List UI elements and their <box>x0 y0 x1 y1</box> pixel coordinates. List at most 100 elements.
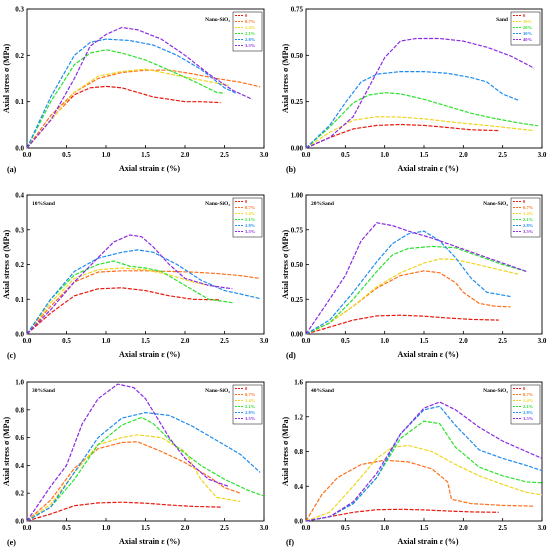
legend-entry: 30% <box>523 31 533 36</box>
series-line-2.8% <box>26 411 261 522</box>
legend-entry: 1.4% <box>245 211 256 216</box>
chart-panel-3: 0.0 0.5 1.0 1.5 2.0 2.5 3.0 0.0 0.1 0.2 0.3 0.4 Axia… <box>2 192 269 361</box>
y-axis-label: Axial stress σ (MPa) <box>281 230 290 300</box>
x-tick-label: 1.5 <box>141 151 150 159</box>
legend-entry: 1.4% <box>245 25 256 30</box>
series-line-0 <box>305 314 499 335</box>
annotation-nano: Nano-SiO₂ <box>483 201 508 207</box>
legend-entry: 1.4% <box>523 398 534 403</box>
y-tick-label: 0.3 <box>15 226 24 234</box>
legend-entry: 10% <box>523 19 533 24</box>
y-tick-label: 0.0 <box>294 518 303 526</box>
y-tick-label: 0.75 <box>291 226 304 234</box>
legend: 010%20%30%40% <box>510 11 541 46</box>
x-tick-label: 1.0 <box>380 151 389 159</box>
series-line-0 <box>305 123 499 149</box>
x-tick-label: 2.5 <box>498 337 507 345</box>
series-line-2.8% <box>305 230 511 335</box>
annotation-sand: 40%Sand <box>311 388 334 394</box>
x-tick-label: 3.0 <box>538 337 547 345</box>
series-line-2.1% <box>26 260 233 335</box>
y-tick-label: 0.4 <box>294 483 303 491</box>
legend-entry: 3.5% <box>245 43 256 48</box>
plot-frame <box>26 8 265 149</box>
x-tick-label: 1.5 <box>420 337 429 345</box>
x-tick-label: 2.0 <box>181 524 190 532</box>
y-tick-label: 0.00 <box>291 331 304 339</box>
x-tick-label: 1.5 <box>141 524 150 532</box>
y-tick-label: 1.6 <box>294 379 303 387</box>
legend-entry: 2.8% <box>245 223 256 228</box>
x-tick-label: 0.0 <box>302 337 311 345</box>
series-line-0 <box>26 85 221 149</box>
panel-label: (b) <box>286 165 296 174</box>
legend-box <box>232 197 263 238</box>
x-axis-label: Axial strain ε (%) <box>398 350 459 359</box>
series-line-0 <box>305 508 499 522</box>
chart-panel-1: 0.0 0.5 1.0 1.5 2.0 2.5 3.0 0.0 0.1 0.2 0.3 Axial s… <box>2 6 269 175</box>
legend-entry: 3.5% <box>245 416 256 421</box>
legend-entry: 1.4% <box>523 211 534 216</box>
x-tick-label: 0.0 <box>302 524 311 532</box>
x-tick-label: 1.0 <box>380 524 389 532</box>
legend-entry: 40% <box>523 37 533 42</box>
x-tick-label: 1.5 <box>420 151 429 159</box>
legend-entry: 2.8% <box>523 410 534 415</box>
y-axis-label: Axial stress σ (MPa) <box>2 417 11 487</box>
series-line-0.7% <box>26 69 261 149</box>
annotation-sand: 30%Sand <box>32 388 55 394</box>
series-line-0.7% <box>26 270 261 335</box>
x-axis-label: Axial strain ε (%) <box>119 164 180 173</box>
y-tick-label: 0.0 <box>15 518 24 526</box>
x-tick-label: 3.0 <box>538 151 547 159</box>
x-tick-label: 0.5 <box>62 524 71 532</box>
series-line-3.5% <box>26 383 229 522</box>
y-tick-label: 1.00 <box>291 192 304 200</box>
y-tick-label: 0.25 <box>291 98 304 106</box>
series-line-40% <box>305 37 535 149</box>
y-tick-label: 0.50 <box>291 261 304 269</box>
x-tick-label: 0.5 <box>62 151 71 159</box>
x-tick-label: 0.5 <box>341 524 350 532</box>
series-line-2.8% <box>26 249 261 335</box>
legend-entry: 20% <box>523 25 533 30</box>
legend-entry: 0 <box>523 386 526 391</box>
legend-box <box>510 11 541 46</box>
x-tick-label: 2.5 <box>498 524 507 532</box>
x-tick-label: 0.0 <box>23 524 32 532</box>
legend-entry: 0 <box>245 199 248 204</box>
y-axis-label: Axial stress σ (MPa) <box>281 417 290 487</box>
plot-frame <box>26 381 265 522</box>
legend-entry: 2.8% <box>245 410 256 415</box>
series-line-1.4% <box>305 258 519 335</box>
legend-entry: 3.5% <box>523 416 534 421</box>
x-tick-label: 0.0 <box>23 151 32 159</box>
y-tick-label: 0.6 <box>15 434 24 442</box>
chart-panel-5: 0.0 0.5 1.0 1.5 2.0 2.5 3.0 0.0 0.2 0.4 0.6 0.8 1.0 A… <box>2 379 269 548</box>
chart-panel-4: 0.0 0.5 1.0 1.5 2.0 2.5 3.0 0.00 0.25 0.50 0.75 1.0… <box>281 192 547 361</box>
chart-panel-6: 0.0 0.5 1.0 1.5 2.0 2.5 3.0 0.0 0.4 0.8 1.2 1.6 Axia… <box>281 379 547 548</box>
x-tick-label: 0.0 <box>23 337 32 345</box>
series-line-1.4% <box>26 68 229 149</box>
legend: 00.7%1.4%2.1%2.8%3.5% <box>232 11 263 52</box>
series-line-2.1% <box>305 420 543 522</box>
x-tick-label: 1.0 <box>102 151 111 159</box>
y-axis-label: Axial stress σ (MPa) <box>2 230 11 300</box>
annotation-sand: 10%Sand <box>32 201 55 207</box>
panel-label: (e) <box>7 538 16 547</box>
x-tick-label: 3.0 <box>260 337 269 345</box>
legend-box <box>510 384 541 425</box>
series-line-2.8% <box>305 405 543 522</box>
annotation: Sand <box>496 17 508 23</box>
y-axis-label: Axial stress σ (MPa) <box>2 44 11 114</box>
y-tick-label: 0.3 <box>15 6 24 14</box>
x-tick-label: 1.0 <box>102 524 111 532</box>
x-tick-label: 2.5 <box>220 151 229 159</box>
legend-entry: 0.7% <box>523 392 534 397</box>
x-tick-label: 3.0 <box>538 524 547 532</box>
x-axis-label: Axial strain ε (%) <box>398 164 459 173</box>
x-tick-label: 0.5 <box>341 337 350 345</box>
panel-label: (f) <box>286 538 294 547</box>
x-axis-label: Axial strain ε (%) <box>119 350 180 359</box>
